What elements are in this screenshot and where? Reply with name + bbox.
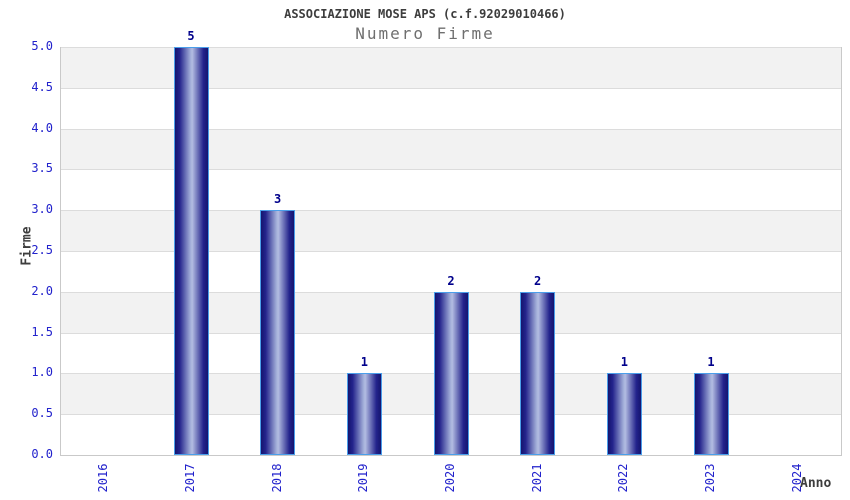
y-tick-label: 0.0: [31, 447, 53, 461]
y-tick-label: 0.5: [31, 406, 53, 421]
bar-value-label: 2: [534, 273, 542, 288]
x-tick-label: 2017: [183, 463, 197, 493]
x-tick-label: 2020: [443, 463, 457, 493]
y-tick-label: 3.0: [31, 202, 53, 217]
bar-2019: [346, 373, 382, 455]
bar-value-label: 1: [707, 355, 715, 370]
y-tick-label: 4.5: [31, 79, 53, 94]
chart-title: ASSOCIAZIONE MOSE APS (c.f.92029010466): [284, 7, 566, 21]
x-tick-label: 2022: [616, 463, 631, 493]
bar-2022: [606, 373, 642, 455]
x-tick-label: 2019: [356, 463, 371, 493]
bar-2023: [693, 373, 729, 455]
x-tick-label: 2018: [269, 463, 284, 493]
y-tick-label: 4.0: [31, 120, 53, 135]
y-tick-label: 1.0: [31, 365, 53, 380]
chart-subtitle: Numero Firme: [355, 24, 495, 43]
bar-2018: [260, 210, 296, 455]
y-tick-label: 2.5: [31, 243, 53, 257]
x-tick-label: 2016: [96, 463, 111, 493]
bar-2017: [173, 47, 209, 455]
y-tick-label: 5.0: [31, 39, 53, 53]
plot-area: 5 3 1 2 2 1 1: [60, 30, 842, 456]
y-tick-label: 3.5: [31, 161, 53, 176]
y-tick-label: 1.5: [31, 324, 53, 339]
x-axis-title: Anno: [800, 476, 832, 491]
bar-2020: [433, 291, 469, 455]
x-tick-label: 2024: [789, 463, 804, 493]
bar-value-label: 3: [274, 192, 282, 207]
bar-value-label: 1: [360, 355, 368, 370]
x-tick-label: 2023: [703, 463, 717, 493]
bar-value-label: 5: [187, 29, 195, 43]
bar-2021: [520, 291, 556, 455]
x-tick-label: 2021: [529, 463, 544, 493]
bar-value-label: 2: [447, 273, 455, 288]
bar-value-label: 1: [620, 355, 628, 370]
y-tick-label: 2.0: [31, 283, 53, 298]
